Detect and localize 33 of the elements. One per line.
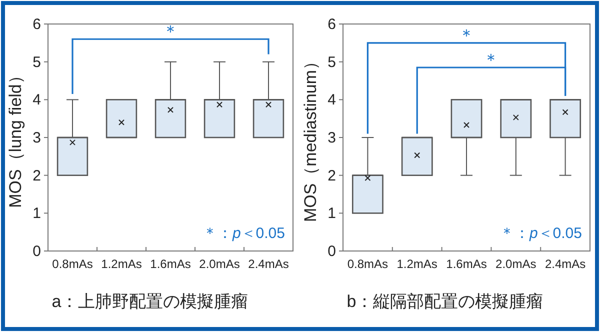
x-tick-label: 2.0mAs xyxy=(496,257,536,271)
y-tick-label: 6 xyxy=(32,16,41,33)
y-tick-label: 3 xyxy=(328,130,336,146)
y-tick-label: 5 xyxy=(32,54,41,71)
x-tick-label: 2.4mAs xyxy=(544,257,586,271)
x-tick-label: 1.6mAs xyxy=(150,257,191,271)
x-tick-label: 0.8mAs xyxy=(52,257,93,271)
x-tick-label: 1.2mAs xyxy=(101,257,142,271)
annotation: ＊：p＜0.05 xyxy=(202,225,285,242)
y-tick-label: 4 xyxy=(328,92,336,109)
y-tick-label: 2 xyxy=(32,167,41,184)
y-tick-label: 1 xyxy=(328,205,336,222)
y-tick-label: 6 xyxy=(328,16,336,33)
x-tick-label: 1.6mAs xyxy=(446,257,487,271)
y-axis-title: MOS（lung field） xyxy=(6,67,25,208)
y-tick-label: 3 xyxy=(32,130,41,146)
y-axis-title: MOS（mediastinum） xyxy=(301,52,320,222)
annotation: ＊ xyxy=(482,50,500,70)
y-tick-label: 2 xyxy=(328,167,336,184)
x-tick-label: 2.0mAs xyxy=(199,257,240,271)
text: b：縦隔部配置の模擬腫瘤 xyxy=(346,292,544,311)
x-tick-label: 2.4mAs xyxy=(248,257,289,271)
text: a：上肺野配置の模擬腫瘤 xyxy=(52,292,248,311)
annotation: ＊：p＜0.05 xyxy=(499,225,582,242)
y-tick-label: 0 xyxy=(32,243,41,260)
x-tick-label: 1.2mAs xyxy=(396,257,438,271)
annotation: ＊ xyxy=(162,22,179,42)
y-tick-label: 0 xyxy=(328,243,336,260)
y-tick-label: 4 xyxy=(32,92,41,109)
x-tick-label: 0.8mAs xyxy=(347,257,388,271)
y-tick-label: 5 xyxy=(328,54,336,71)
annotation: ＊ xyxy=(458,26,475,45)
y-tick-label: 1 xyxy=(32,205,41,222)
